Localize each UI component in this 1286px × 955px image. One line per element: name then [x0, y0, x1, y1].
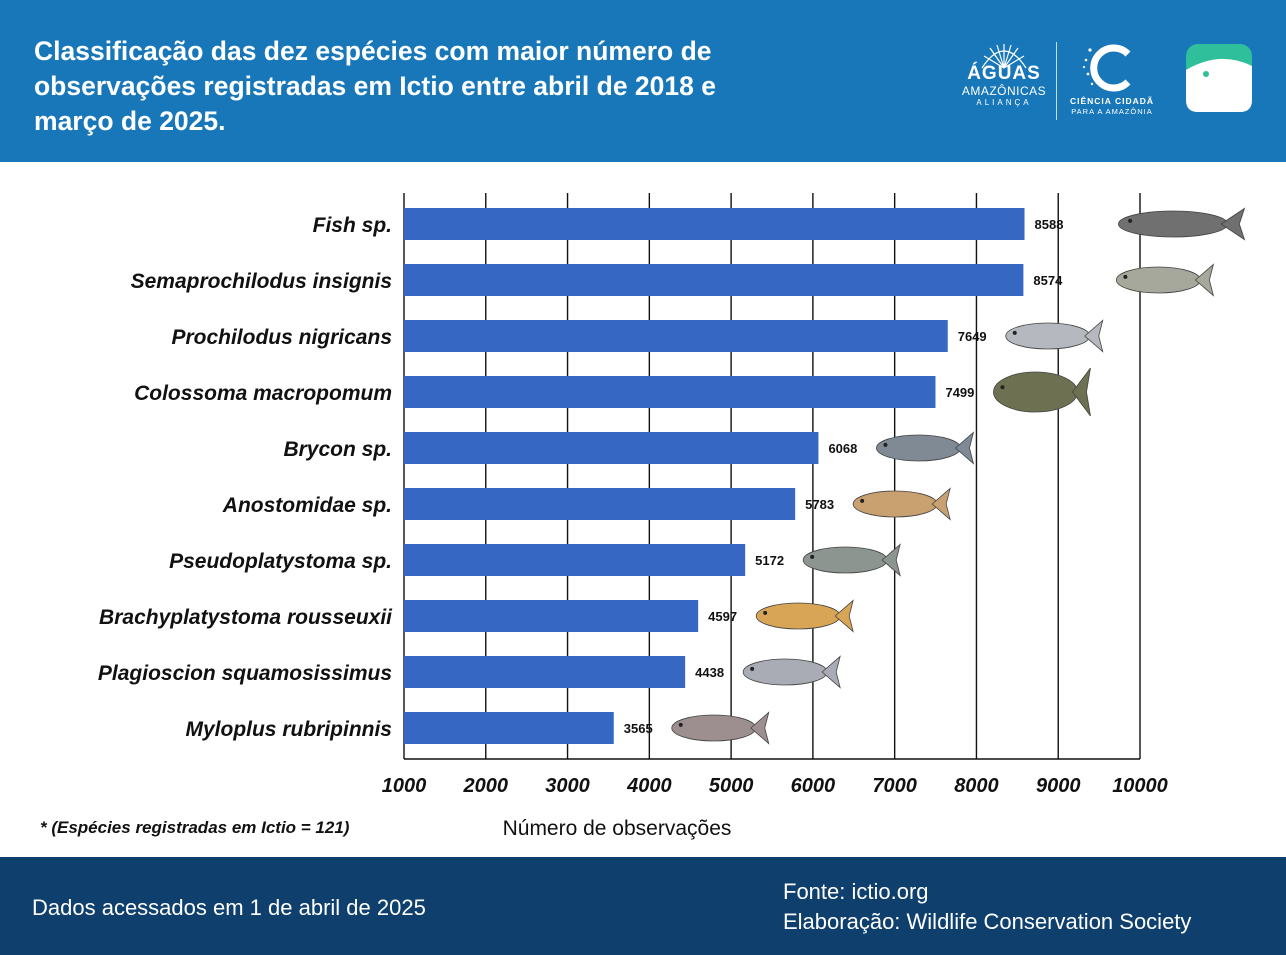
category-label: Brachyplatystoma rousseuxii — [99, 606, 393, 629]
bar-7 — [404, 544, 746, 576]
value-label: 5172 — [755, 553, 784, 568]
fish-icon — [671, 711, 770, 745]
ciencia-logo-line1: CIÊNCIA CIDADÃ — [1069, 96, 1155, 106]
x-tick-label: 9000 — [1036, 775, 1081, 797]
category-label: Myloplus rubripinnis — [185, 718, 392, 741]
bar-4 — [404, 376, 936, 408]
category-label: Colossoma macropomum — [134, 382, 392, 405]
aguas-tree-icon — [981, 44, 1027, 69]
category-label: Anostomidae sp. — [222, 494, 392, 517]
ciencia-logo-line2: PARA A AMAZÔNIA — [1071, 107, 1153, 116]
bar-2 — [404, 264, 1024, 296]
category-label: Brycon sp. — [283, 438, 392, 461]
ciencia-cidada-logo: CIÊNCIA CIDADÃ PARA A AMAZÔNIA — [1062, 40, 1162, 122]
x-tick-label: 8000 — [954, 775, 999, 797]
fish-icon — [1115, 263, 1215, 297]
value-label: 7499 — [945, 385, 974, 400]
value-label: 4438 — [695, 665, 724, 680]
x-tick-label: 6000 — [791, 775, 836, 797]
source-credit: Fonte: ictio.org Elaboração: Wildlife Co… — [783, 877, 1191, 937]
aguas-amazonicas-logo: ÁGUAS AMAZÔNICAS ALIANÇA — [952, 40, 1056, 122]
value-label: 8588 — [1035, 217, 1064, 232]
fish-icon — [755, 599, 854, 633]
x-axis-title: Número de observações — [503, 817, 732, 840]
ictio-app-icon — [1186, 44, 1252, 112]
fish-icon — [852, 487, 951, 521]
value-label: 4597 — [708, 609, 737, 624]
fish-icon — [1118, 207, 1246, 241]
header-banner: Classificação das dez espécies com maior… — [0, 0, 1286, 162]
bar-3 — [404, 320, 948, 352]
fish-icon — [876, 431, 975, 465]
ciencia-c-icon — [1082, 44, 1131, 92]
credit-line: Elaboração: Wildlife Conservation Societ… — [783, 909, 1192, 934]
aguas-logo-line2: AMAZÔNICAS — [961, 84, 1047, 98]
bar-8 — [404, 600, 699, 632]
bar-1 — [404, 208, 1025, 240]
x-tick-label: 7000 — [872, 775, 917, 797]
value-label: 8574 — [1033, 273, 1063, 288]
species-footnote: * (Espécies registradas em Ictio = 121) — [40, 818, 350, 837]
fish-icon — [742, 655, 841, 689]
bar-5 — [404, 432, 819, 464]
x-tick-label: 2000 — [463, 775, 509, 797]
x-tick-label: 10000 — [1112, 775, 1168, 797]
bar-9 — [404, 656, 686, 688]
bar-6 — [404, 488, 796, 520]
page-title: Classificação das dez espécies com maior… — [34, 36, 716, 136]
category-label: Semaprochilodus insignis — [131, 270, 392, 293]
x-tick-label: 4000 — [626, 775, 672, 797]
x-tick-label: 5000 — [709, 775, 754, 797]
fish-icon — [993, 367, 1091, 417]
access-date: Dados acessados em 1 de abril de 2025 — [32, 895, 426, 920]
fish-icon — [1005, 319, 1104, 353]
category-label: Plagioscion squamosissimus — [98, 662, 392, 685]
value-label: 7649 — [958, 329, 987, 344]
x-tick-label: 3000 — [545, 775, 590, 797]
category-label: Pseudoplatystoma sp. — [169, 550, 392, 573]
value-label: 6068 — [828, 441, 857, 456]
aguas-logo-line1: ÁGUAS — [967, 63, 1041, 84]
value-label: 5783 — [805, 497, 834, 512]
aguas-logo-line3: ALIANÇA — [976, 98, 1032, 107]
bar-chart: 8588 8574 7649 7499 6068 5783 5172 4597 4438 3565… — [98, 193, 1246, 840]
category-label: Fish sp. — [313, 214, 392, 237]
category-label: Prochilodus nigricans — [171, 326, 392, 349]
value-label: 3565 — [624, 721, 653, 736]
x-tick-label: 1000 — [382, 775, 427, 797]
bar-10 — [404, 712, 614, 744]
logo-divider — [1056, 42, 1057, 120]
source-line: Fonte: ictio.org — [783, 879, 929, 904]
footer-banner: Dados acessados em 1 de abril de 2025 Fo… — [0, 857, 1286, 955]
fish-icon — [802, 543, 901, 577]
